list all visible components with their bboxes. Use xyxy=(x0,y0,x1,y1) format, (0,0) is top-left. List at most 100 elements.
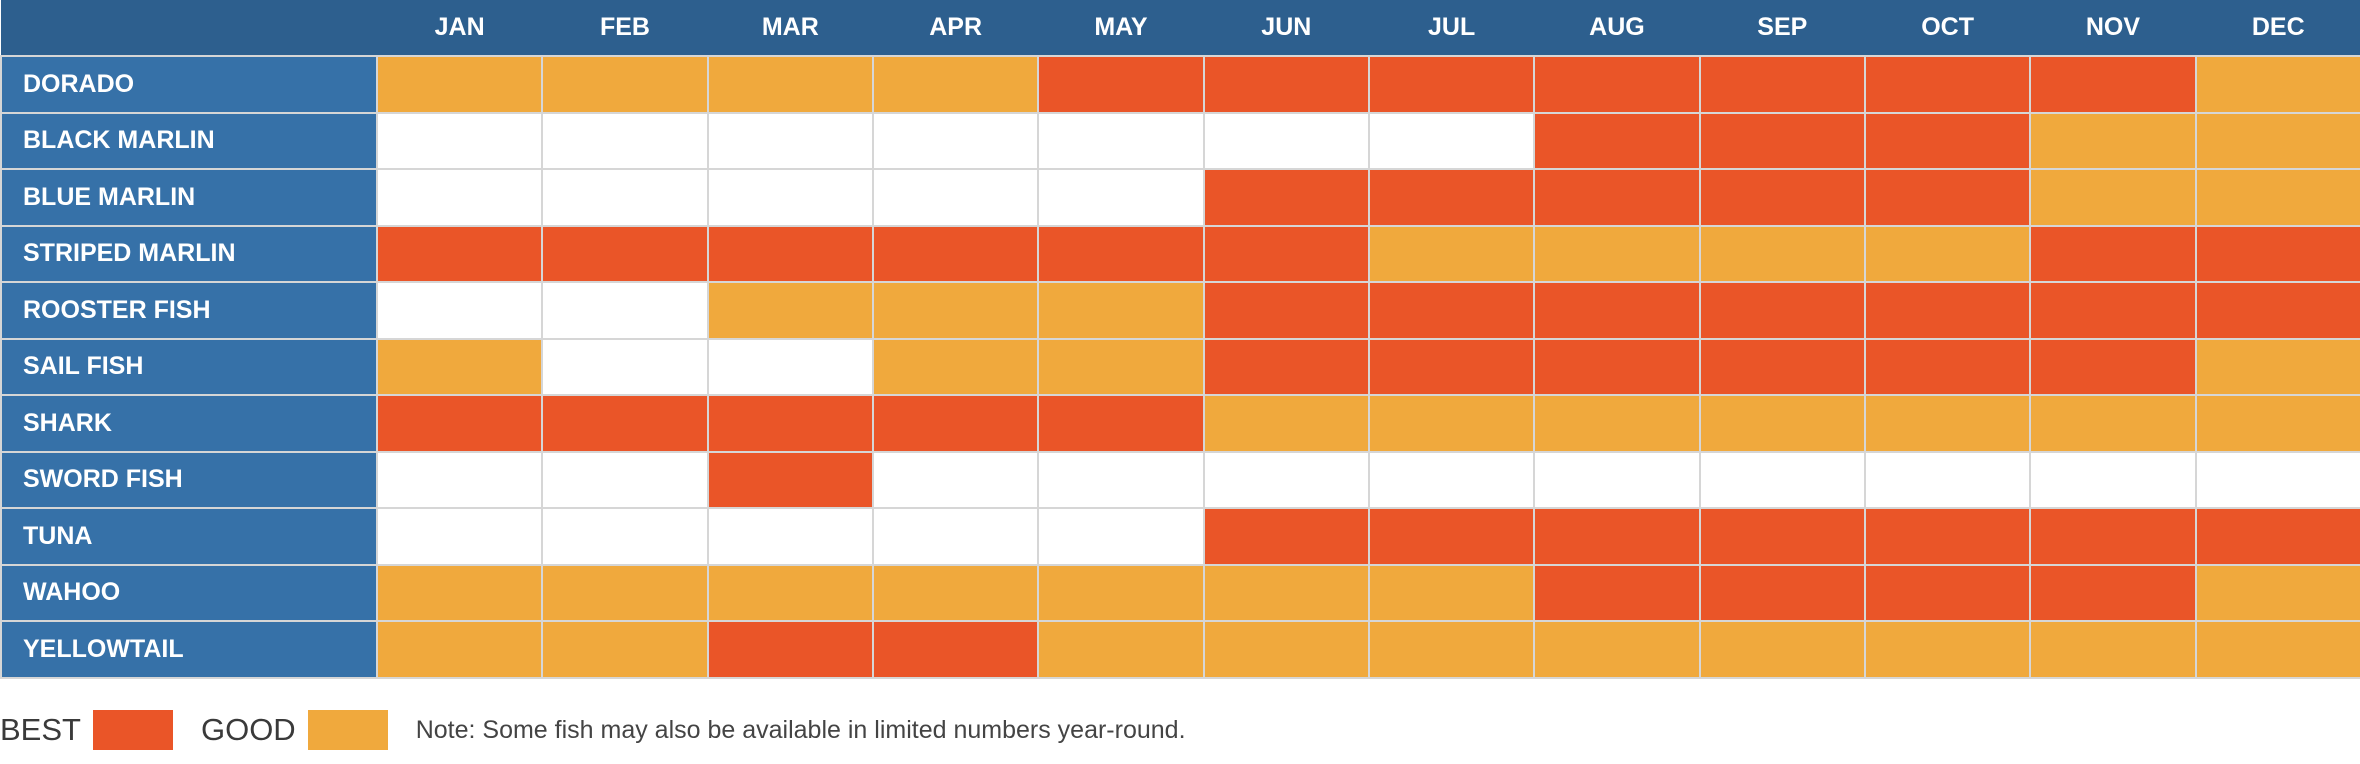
season-cell-best xyxy=(1367,55,1536,114)
season-cell-good xyxy=(706,55,874,114)
fish-row: SAIL FISH xyxy=(0,337,2360,396)
season-cell-best xyxy=(2194,507,2360,566)
season-cell-good xyxy=(1533,620,1701,679)
season-cell-best xyxy=(1533,281,1701,340)
season-cell-good xyxy=(1367,620,1536,679)
season-cell-best xyxy=(1533,55,1701,114)
season-cell-best xyxy=(2029,281,2197,340)
season-cell-good xyxy=(706,563,874,622)
season-cell-best xyxy=(2029,337,2197,396)
season-cell-good xyxy=(375,620,544,679)
season-cell-good xyxy=(2194,337,2360,396)
fish-row: YELLOWTAIL xyxy=(0,620,2360,679)
fish-row: TUNA xyxy=(0,507,2360,566)
fish-row: ROOSTER FISH xyxy=(0,281,2360,340)
season-cell-none xyxy=(871,111,1040,170)
season-cell-good xyxy=(375,337,544,396)
season-cell-good xyxy=(2194,620,2360,679)
season-cell-best xyxy=(1698,55,1866,114)
season-cell-best xyxy=(1533,507,1701,566)
season-cell-good xyxy=(1698,620,1866,679)
season-cell-none xyxy=(2194,450,2360,509)
legend: BEST GOOD Note: Some fish may also be av… xyxy=(0,706,2360,754)
season-cell-best xyxy=(1533,337,1701,396)
fish-row: SWORD FISH xyxy=(0,450,2360,509)
month-header-oct: OCT xyxy=(1864,0,2031,56)
month-header-may: MAY xyxy=(1038,0,1204,56)
season-cell-none xyxy=(1367,450,1536,509)
season-cell-none xyxy=(375,450,544,509)
fish-label: SAIL FISH xyxy=(0,337,378,396)
season-cell-good xyxy=(1367,394,1536,453)
season-cell-best xyxy=(375,394,544,453)
season-cell-best xyxy=(1698,507,1866,566)
season-cell-none xyxy=(375,507,544,566)
season-cell-good xyxy=(375,55,544,114)
season-cell-good xyxy=(1533,224,1701,283)
season-cell-good xyxy=(2194,55,2360,114)
season-cell-best xyxy=(871,224,1040,283)
season-cell-good xyxy=(1037,620,1205,679)
season-cell-good xyxy=(1367,563,1536,622)
season-cell-best xyxy=(2029,563,2197,622)
fish-row: BLUE MARLIN xyxy=(0,168,2360,227)
fish-label: ROOSTER FISH xyxy=(0,281,378,340)
season-cell-none xyxy=(706,507,874,566)
fish-row: DORADO xyxy=(0,55,2360,114)
season-cell-best xyxy=(871,394,1040,453)
season-cell-best xyxy=(2194,281,2360,340)
season-cell-none xyxy=(706,337,874,396)
season-cell-good xyxy=(1863,394,2032,453)
season-cell-none xyxy=(1037,507,1205,566)
season-cell-good xyxy=(2194,563,2360,622)
season-cell-best xyxy=(1698,168,1866,227)
season-cell-good xyxy=(871,337,1040,396)
month-header-jul: JUL xyxy=(1368,0,1535,56)
season-cell-best xyxy=(1202,168,1370,227)
season-cell-best xyxy=(1863,281,2032,340)
season-cell-none xyxy=(1367,111,1536,170)
season-cell-best xyxy=(1698,111,1866,170)
season-cell-good xyxy=(1863,620,2032,679)
season-cell-best xyxy=(706,450,874,509)
season-cell-good xyxy=(2029,111,2197,170)
season-cell-best xyxy=(1533,563,1701,622)
season-cell-none xyxy=(706,111,874,170)
season-cell-none xyxy=(541,507,709,566)
month-header-feb: FEB xyxy=(542,0,708,56)
legend-best-label: BEST xyxy=(0,712,81,747)
season-cell-best xyxy=(706,620,874,679)
fish-row: SHARK xyxy=(0,394,2360,453)
season-cell-none xyxy=(541,111,709,170)
season-cell-best xyxy=(1202,55,1370,114)
season-cell-best xyxy=(706,224,874,283)
season-cell-good xyxy=(2194,111,2360,170)
month-header-aug: AUG xyxy=(1534,0,1700,56)
season-cell-none xyxy=(871,168,1040,227)
season-cell-good xyxy=(2194,168,2360,227)
season-cell-best xyxy=(541,224,709,283)
season-cell-best xyxy=(706,394,874,453)
season-cell-good xyxy=(1037,337,1205,396)
fish-row: BLACK MARLIN xyxy=(0,111,2360,170)
season-cell-best xyxy=(1367,507,1536,566)
season-cell-none xyxy=(1037,111,1205,170)
season-cell-none xyxy=(375,168,544,227)
season-cell-best xyxy=(1698,337,1866,396)
season-cell-none xyxy=(541,281,709,340)
season-cell-none xyxy=(706,168,874,227)
season-cell-none xyxy=(1202,450,1370,509)
season-cell-none xyxy=(1533,450,1701,509)
season-cell-none xyxy=(871,507,1040,566)
season-cell-best xyxy=(871,620,1040,679)
season-cell-best xyxy=(1202,507,1370,566)
season-cell-best xyxy=(1533,111,1701,170)
legend-good-label: GOOD xyxy=(200,712,296,747)
season-cell-best xyxy=(1863,111,2032,170)
season-cell-best xyxy=(1698,281,1866,340)
season-cell-none xyxy=(2029,450,2197,509)
season-cell-best xyxy=(1367,337,1536,396)
fishing-calendar-chart: JAN FEB MAR APR MAY JUN JUL AUG SEP OCT NOV DEC DOR… xyxy=(0,0,2360,679)
season-cell-best xyxy=(1367,168,1536,227)
season-cell-none xyxy=(541,337,709,396)
